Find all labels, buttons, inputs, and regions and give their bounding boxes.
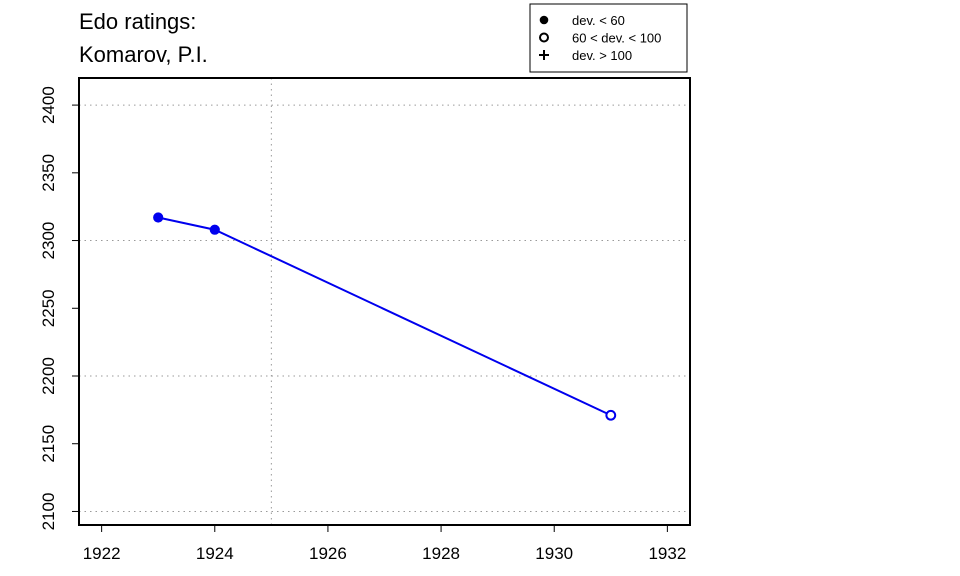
data-series bbox=[153, 212, 617, 421]
legend: dev. < 60 60 < dev. < 100 dev. > 100 bbox=[529, 3, 688, 73]
data-point bbox=[153, 212, 164, 223]
title-line-2: Komarov, P.I. bbox=[79, 42, 208, 67]
x-axis: 1922 1924 1926 1928 1930 1932 bbox=[83, 525, 686, 563]
chart-title: Edo ratings: Komarov, P.I. bbox=[79, 9, 208, 67]
plot-frame bbox=[78, 77, 691, 526]
legend-marker-open-circle bbox=[539, 32, 549, 43]
y-axis: 2100 2150 2200 2250 2300 2350 2400 bbox=[39, 86, 79, 530]
legend-label: 60 < dev. < 100 bbox=[572, 31, 661, 46]
series-line bbox=[157, 216, 612, 417]
grid-lines bbox=[79, 78, 690, 525]
data-point bbox=[209, 224, 220, 235]
legend-label: dev. < 60 bbox=[572, 13, 625, 28]
y-tick-label: 2350 bbox=[39, 154, 58, 192]
x-tick-label: 1926 bbox=[309, 544, 347, 563]
y-tick-label: 2400 bbox=[39, 86, 58, 124]
y-tick-label: 2100 bbox=[39, 493, 58, 531]
x-tick-label: 1924 bbox=[196, 544, 234, 563]
x-tick-label: 1930 bbox=[535, 544, 573, 563]
legend-label: dev. > 100 bbox=[572, 48, 632, 63]
x-tick-label: 1922 bbox=[83, 544, 121, 563]
x-tick-label: 1928 bbox=[422, 544, 460, 563]
data-point bbox=[605, 409, 617, 421]
x-tick-label: 1932 bbox=[648, 544, 686, 563]
title-line-1: Edo ratings: bbox=[79, 9, 196, 34]
legend-box bbox=[529, 3, 688, 73]
y-tick-label: 2150 bbox=[39, 425, 58, 463]
y-tick-label: 2250 bbox=[39, 289, 58, 327]
y-tick-label: 2200 bbox=[39, 357, 58, 395]
legend-marker-plus bbox=[539, 50, 549, 60]
legend-marker-filled-circle bbox=[539, 15, 549, 25]
y-tick-label: 2300 bbox=[39, 222, 58, 260]
